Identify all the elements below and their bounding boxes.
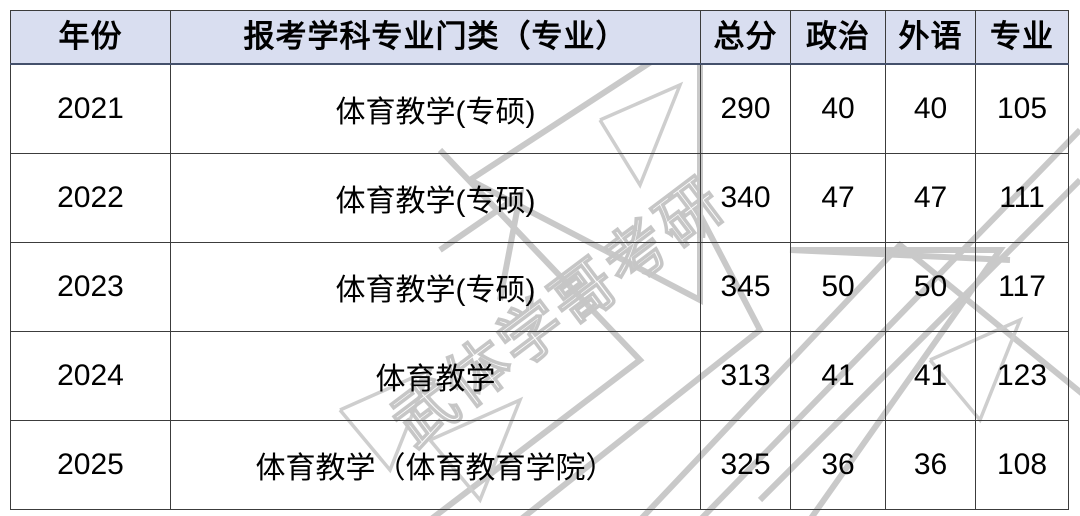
cell-total-score: 313 (700, 331, 791, 421)
cell-total-score: 340 (700, 153, 791, 243)
cell-politics: 40 (790, 63, 886, 154)
cell-total-score: 345 (700, 242, 791, 332)
column-header-major: 报考学科专业门类（专业） (170, 10, 701, 65)
cell-subject: 123 (975, 331, 1069, 421)
cell-major-text: 体育教学（体育教育学院） (255, 452, 616, 485)
cell-year: 2024 (10, 331, 171, 421)
cell-major: 体育教学（体育教育学院） (170, 420, 701, 510)
table-row: 2021 体育教学(专硕) 290 40 40 105 (10, 63, 1069, 154)
cell-major: 体育教学 (170, 331, 701, 421)
cell-politics-text: 47 (821, 181, 855, 214)
cell-total-score-text: 340 (720, 181, 771, 214)
column-header-year: 年份 (10, 10, 171, 65)
cell-subject-text: 111 (999, 181, 1045, 214)
score-table: 年份 报考学科专业门类（专业） 总分 政治 外语 专业 (10, 10, 1069, 510)
cell-total-score: 290 (700, 63, 791, 154)
cell-major: 体育教学(专硕) (170, 63, 701, 154)
cell-politics: 47 (790, 153, 886, 243)
column-header-total-score-label: 总分 (713, 18, 778, 54)
cell-foreign-language: 50 (885, 242, 976, 332)
cell-subject: 111 (975, 153, 1069, 243)
cell-politics-text: 36 (821, 448, 855, 481)
table-row: 2025 体育教学（体育教育学院） 325 36 36 10 (10, 420, 1069, 510)
cell-year: 2021 (10, 63, 171, 154)
table-row: 2024 体育教学 313 41 41 123 (10, 331, 1069, 421)
cell-foreign-language-text: 36 (913, 448, 948, 481)
cell-subject-text: 117 (998, 270, 1046, 303)
cell-foreign-language: 47 (885, 153, 976, 243)
cell-major-text: 体育教学(专硕) (335, 96, 536, 129)
cell-subject-text: 105 (996, 92, 1048, 125)
cell-year-text: 2023 (57, 270, 124, 303)
cell-total-score-text: 290 (720, 92, 771, 125)
cell-foreign-language-text: 41 (913, 359, 948, 392)
column-header-major-label: 报考学科专业门类（专业） (243, 18, 628, 54)
cell-politics-text: 50 (821, 270, 855, 303)
cell-foreign-language-text: 47 (913, 181, 948, 214)
cell-foreign-language: 36 (885, 420, 976, 510)
cell-politics: 50 (790, 242, 886, 332)
cell-year-text: 2022 (57, 181, 124, 214)
cell-year-text: 2025 (57, 448, 124, 481)
column-header-politics-label: 政治 (806, 18, 870, 54)
cell-subject: 105 (975, 63, 1069, 154)
cell-politics-text: 40 (821, 92, 855, 125)
cell-total-score-text: 313 (720, 359, 771, 392)
cell-year: 2025 (10, 420, 171, 510)
cell-politics: 36 (790, 420, 886, 510)
cell-total-score-text: 345 (720, 270, 771, 303)
column-header-subject: 专业 (975, 10, 1069, 65)
cell-total-score-text: 325 (720, 448, 771, 481)
column-header-politics: 政治 (790, 10, 886, 65)
column-header-year-label: 年份 (58, 18, 123, 54)
column-header-foreign-language: 外语 (885, 10, 976, 65)
cell-foreign-language-text: 50 (913, 270, 948, 303)
table-row: 2022 体育教学(专硕) 340 47 47 111 (10, 153, 1069, 243)
cell-year: 2023 (10, 242, 171, 332)
column-header-total-score: 总分 (700, 10, 791, 65)
cell-politics-text: 41 (821, 359, 855, 392)
cell-year: 2022 (10, 153, 171, 243)
cell-politics: 41 (790, 331, 886, 421)
cell-foreign-language-text: 40 (913, 92, 948, 125)
column-header-foreign-language-label: 外语 (898, 18, 963, 54)
header-row: 年份 报考学科专业门类（专业） 总分 政治 外语 专业 (10, 10, 1069, 65)
cell-major: 体育教学(专硕) (170, 153, 701, 243)
cell-subject-text: 123 (996, 359, 1048, 392)
cell-subject: 117 (975, 242, 1069, 332)
cell-subject: 108 (975, 420, 1069, 510)
table-header: 年份 报考学科专业门类（专业） 总分 政治 外语 专业 (10, 10, 1069, 65)
cell-foreign-language: 40 (885, 63, 976, 154)
column-header-subject-label: 专业 (990, 18, 1054, 54)
cell-year-text: 2021 (57, 92, 124, 125)
cell-total-score: 325 (700, 420, 791, 510)
cell-subject-text: 108 (996, 448, 1048, 481)
cell-year-text: 2024 (57, 359, 124, 392)
cell-major-text: 体育教学(专硕) (335, 185, 536, 218)
table-row: 2023 体育教学(专硕) 345 50 50 117 (10, 242, 1069, 332)
cell-foreign-language: 41 (885, 331, 976, 421)
cell-major: 体育教学(专硕) (170, 242, 701, 332)
cell-major-text: 体育教学(专硕) (335, 274, 536, 307)
score-table-container: 年份 报考学科专业门类（专业） 总分 政治 外语 专业 (10, 10, 1069, 510)
table-body: 2021 体育教学(专硕) 290 40 40 105 (10, 63, 1069, 510)
cell-major-text: 体育教学 (375, 363, 496, 396)
